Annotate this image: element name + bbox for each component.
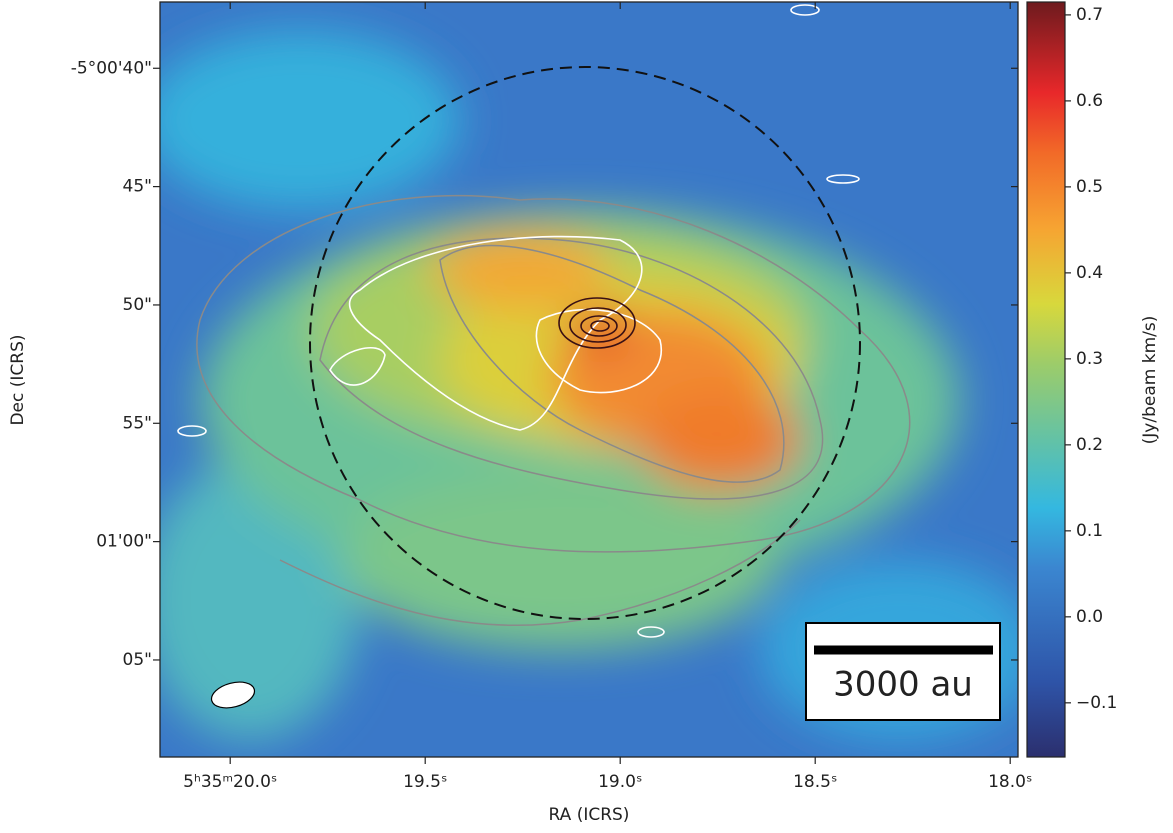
x-tick-label: 18.0ˢ xyxy=(988,772,1032,792)
y-axis-label: Dec (ICRS) xyxy=(8,334,28,425)
colorbar-tick-label: 0.4 xyxy=(1076,263,1103,283)
x-tick-label: 5ʰ35ᵐ20.0ˢ xyxy=(183,772,277,792)
scale-bar-label: 3000 au xyxy=(833,665,973,705)
y-tick-label: 45" xyxy=(123,177,152,197)
colorbar-tick-label: 0.0 xyxy=(1076,607,1103,627)
x-tick-label: 19.5ˢ xyxy=(403,772,447,792)
colorbar-tick-label: 0.7 xyxy=(1076,5,1103,25)
y-tick-label: 55" xyxy=(123,413,152,433)
chart: 3000 au RA (ICRS) Dec (ICRS) (Jy/beam km… xyxy=(0,0,1173,829)
colorbar-label: (Jy/beam km/s) xyxy=(1140,316,1160,445)
colorbar-tick-label: −0.1 xyxy=(1076,693,1117,713)
y-tick-label: 50" xyxy=(123,295,152,315)
y-tick-label: -5°00'40" xyxy=(71,58,152,78)
colorbar xyxy=(1027,2,1065,757)
colorbar-tick-label: 0.2 xyxy=(1076,435,1103,455)
y-tick-label: 05" xyxy=(123,650,152,670)
colorbar-tick-label: 0.6 xyxy=(1076,91,1103,111)
colorbar-tick-label: 0.3 xyxy=(1076,349,1103,369)
x-tick-label: 19.0ˢ xyxy=(598,772,642,792)
x-tick-label: 18.5ˢ xyxy=(793,772,837,792)
y-tick-label: 01'00" xyxy=(96,532,152,552)
x-axis-label: RA (ICRS) xyxy=(549,805,630,825)
intensity-map xyxy=(140,2,1040,757)
colorbar-tick-label: 0.5 xyxy=(1076,177,1103,197)
colorbar-tick-label: 0.1 xyxy=(1076,521,1103,541)
